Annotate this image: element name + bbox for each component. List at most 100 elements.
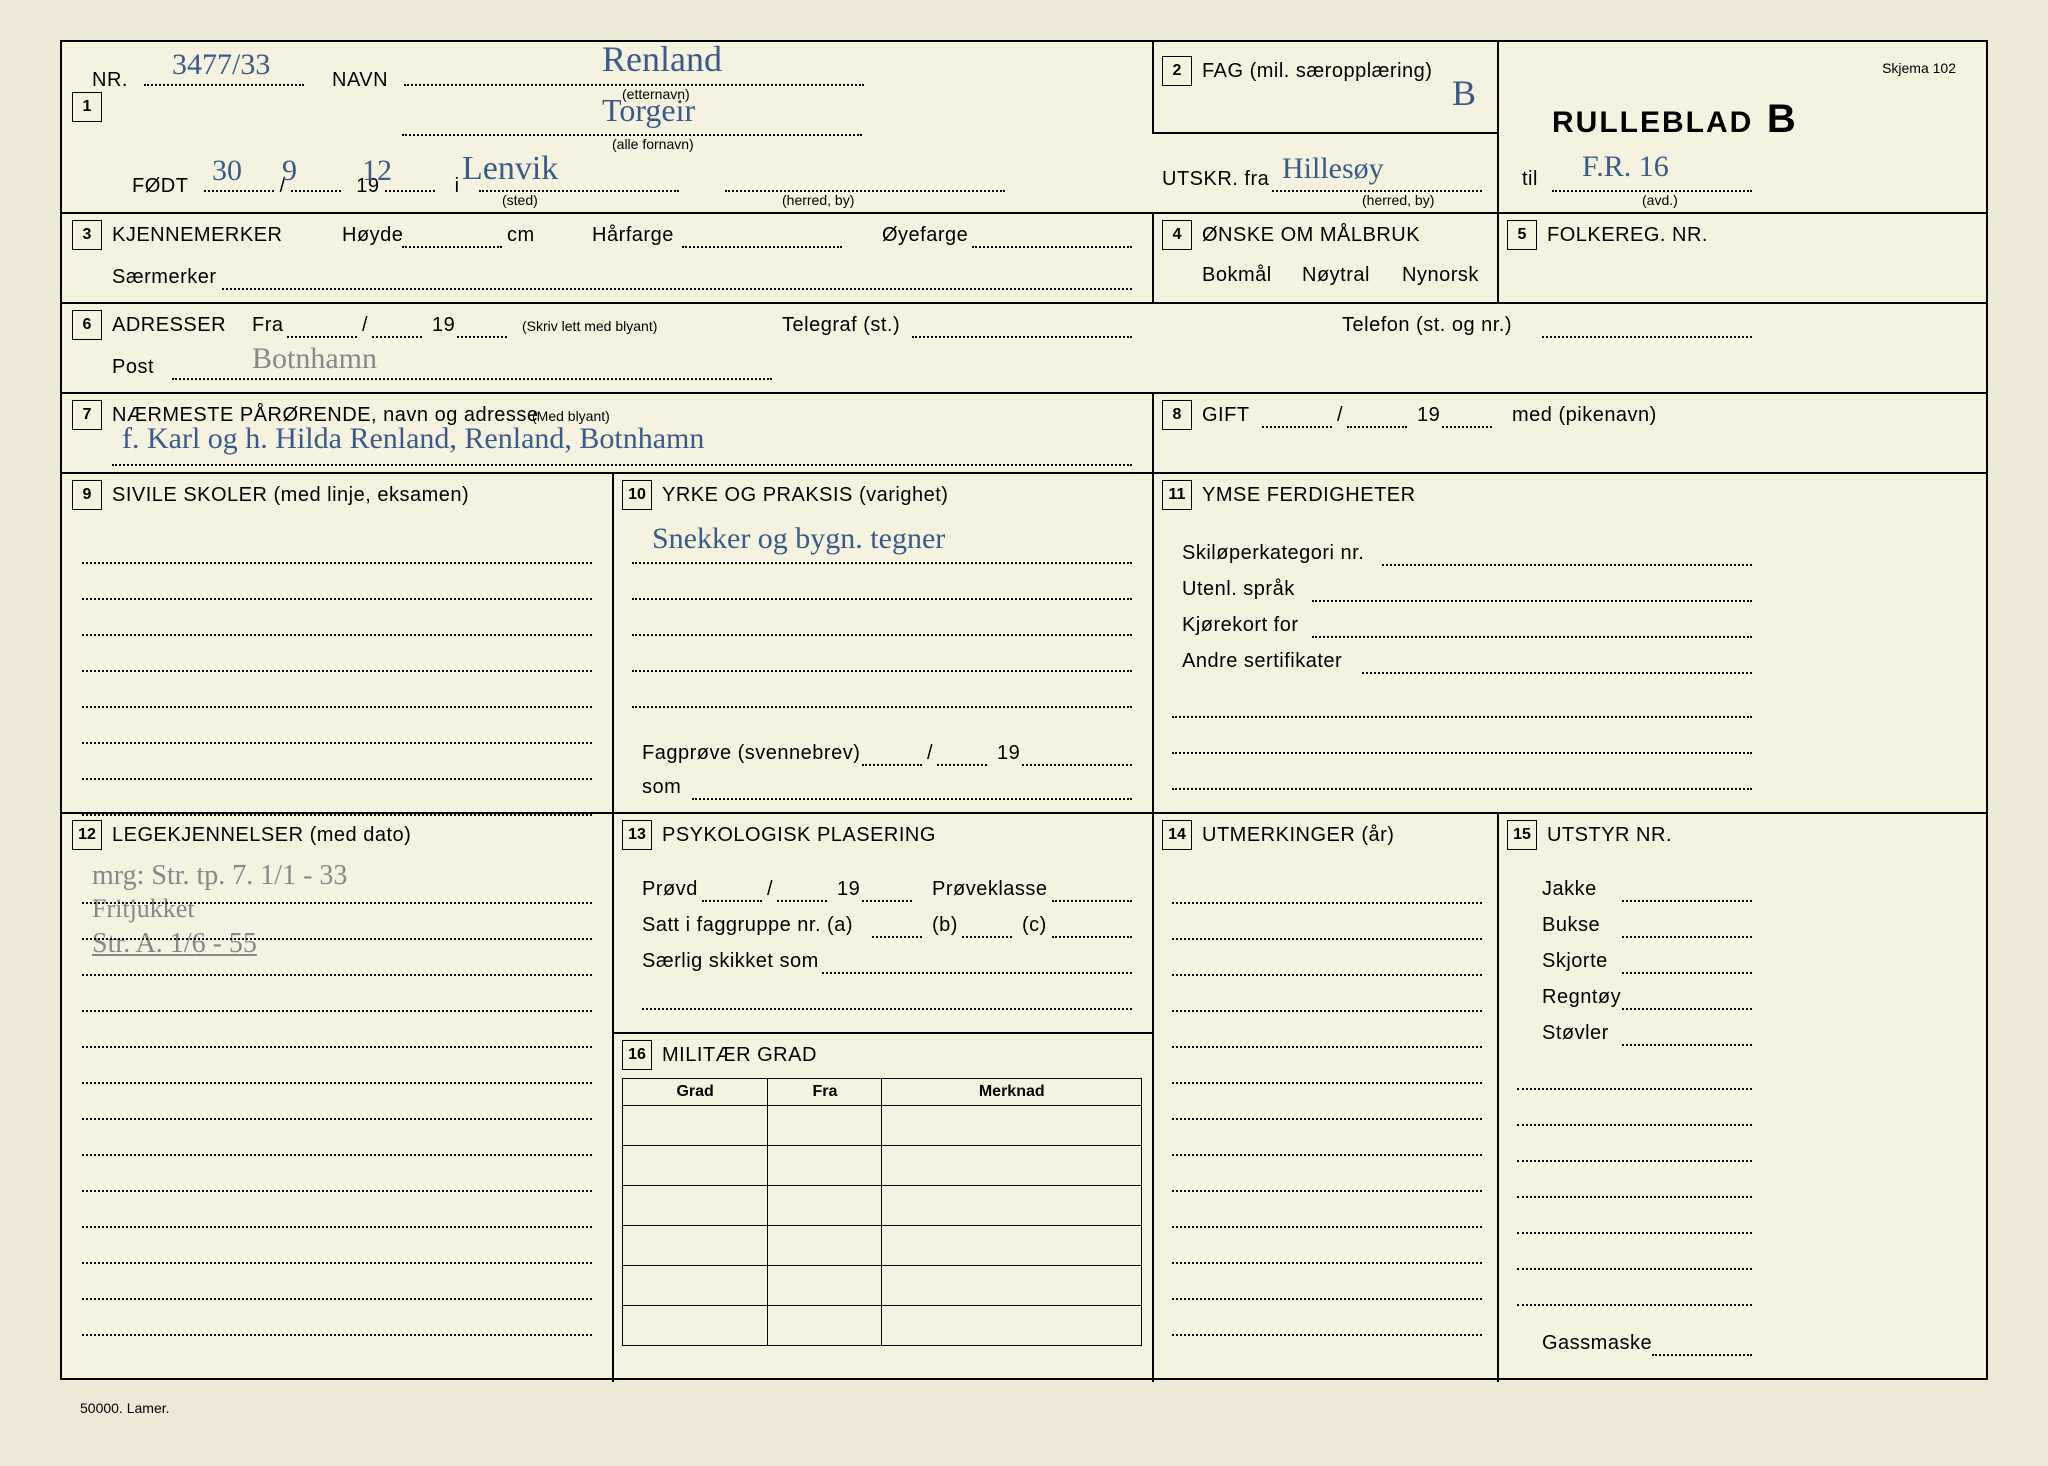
bukse-label: Bukse <box>1542 914 1600 937</box>
utskr-label: UTSKR. fra <box>1162 168 1269 191</box>
skikket-label: Særlig skikket som <box>642 950 819 973</box>
fodt-year: 12 <box>362 154 392 188</box>
til-hint: (avd.) <box>1642 192 1678 208</box>
telefon-label: Telefon (st. og nr.) <box>1342 314 1512 337</box>
sted-value: Lenvik <box>462 150 558 188</box>
telegraf-label: Telegraf (st.) <box>782 314 900 337</box>
folkereg-label: FOLKEREG. NR. <box>1547 224 1708 247</box>
grad-col-3: Merknad <box>882 1079 1142 1106</box>
ferdigheter-label: YMSE FERDIGHETER <box>1202 484 1416 507</box>
section-7-num: 7 <box>72 400 102 430</box>
utskr-hint: (herred, by) <box>1362 192 1434 208</box>
malbruk-label: ØNSKE OM MÅLBRUK <box>1202 224 1420 247</box>
section-1-num: 1 <box>72 92 102 122</box>
fag-value: B <box>1452 72 1476 114</box>
skjorte-label: Skjorte <box>1542 950 1608 973</box>
regntoy-label: Regntøy <box>1542 986 1621 1009</box>
section-15-lines <box>1517 1054 1752 1306</box>
utmerkinger-label: UTMERKINGER (år) <box>1202 824 1394 847</box>
section-14-lines <box>1172 868 1482 1336</box>
section-12-num: 12 <box>72 820 102 850</box>
section-6-num: 6 <box>72 310 102 340</box>
oyefarge-label: Øyefarge <box>882 224 968 247</box>
fagprove-label: Fagprøve (svennebrev) <box>642 742 860 765</box>
section-13-num: 13 <box>622 820 652 850</box>
kjennemerker-label: KJENNEMERKER <box>112 224 282 247</box>
cm-label: cm <box>507 224 535 247</box>
skoler-label: SIVILE SKOLER (med linje, eksamen) <box>112 484 469 507</box>
grad-table: Grad Fra Merknad <box>622 1078 1142 1346</box>
herred-hint: (herred, by) <box>782 192 854 208</box>
title-letter: B <box>1767 97 1798 141</box>
section-11-num: 11 <box>1162 480 1192 510</box>
title-text: RULLEBLAD <box>1552 106 1753 139</box>
harfarge-label: Hårfarge <box>592 224 674 247</box>
sted-hint: (sted) <box>502 192 538 208</box>
fodt-label: FØDT <box>132 175 188 197</box>
skjema-label: Skjema 102 <box>1882 60 1956 76</box>
sprak-label: Utenl. språk <box>1182 578 1295 601</box>
section-3-num: 3 <box>72 220 102 250</box>
etternavn-value: Renland <box>602 38 722 80</box>
post-label: Post <box>112 356 154 379</box>
lege-label: LEGEKJENNELSER (med dato) <box>112 824 411 847</box>
footer-text: 50000. Lamer. <box>80 1400 170 1416</box>
section-10-lines <box>632 528 1132 708</box>
klasse-label: Prøveklasse <box>932 878 1048 901</box>
bokmal: Bokmål <box>1202 264 1272 287</box>
utskr-value: Hillesøy <box>1282 152 1384 186</box>
navn-label: NAVN <box>332 69 388 91</box>
grad-col-1: Grad <box>623 1079 768 1106</box>
saermerker-label: Særmerker <box>112 266 217 289</box>
adresser-label: ADRESSER <box>112 314 226 337</box>
fornavn-hint: (alle fornavn) <box>612 136 694 152</box>
section-14-num: 14 <box>1162 820 1192 850</box>
ski-label: Skiløperkategori nr. <box>1182 542 1364 565</box>
stovler-label: Støvler <box>1542 1022 1609 1045</box>
jakke-label: Jakke <box>1542 878 1597 901</box>
rulleblad-card: NR. 3477/33 NAVN Renland (etternavn) 1 T… <box>60 40 1988 1380</box>
psyk-label: PSYKOLOGISK PLASERING <box>662 824 936 847</box>
grad-label: MILITÆR GRAD <box>662 1044 817 1067</box>
nr-value: 3477/33 <box>172 48 270 82</box>
noytral: Nøytral <box>1302 264 1370 287</box>
section-5-num: 5 <box>1507 220 1537 250</box>
section-12-lines <box>82 868 592 1336</box>
skriv-hint: (Skriv lett med blyant) <box>522 318 657 334</box>
fra-label: Fra <box>252 314 284 337</box>
som-label: som <box>642 776 681 799</box>
grad-col-2: Fra <box>768 1079 882 1106</box>
til-value: F.R. 16 <box>1582 150 1669 184</box>
navn-field: NAVN <box>332 62 864 92</box>
utstyr-label: UTSTYR NR. <box>1547 824 1672 847</box>
section-10-num: 10 <box>622 480 652 510</box>
fornavn-value: Torgeir <box>602 92 695 129</box>
section-16-num: 16 <box>622 1040 652 1070</box>
med-label: med (pikenavn) <box>1512 404 1657 427</box>
nr-label: NR. <box>92 69 128 91</box>
section-11-lines <box>1172 682 1752 790</box>
yrke-label: YRKE OG PRAKSIS (varighet) <box>662 484 948 507</box>
section-4-num: 4 <box>1162 220 1192 250</box>
korekort-label: Kjørekort for <box>1182 614 1299 637</box>
section-15-num: 15 <box>1507 820 1537 850</box>
nynorsk: Nynorsk <box>1402 264 1479 287</box>
hoyde-label: Høyde <box>342 224 403 247</box>
sert-label: Andre sertifikater <box>1182 650 1342 673</box>
section-8-num: 8 <box>1162 400 1192 430</box>
parorende-value: f. Karl og h. Hilda Renland, Renland, Bo… <box>122 422 704 456</box>
fag-label: FAG (mil. særopplæring) <box>1202 60 1432 83</box>
section-2-num: 2 <box>1162 56 1192 86</box>
fodt-month: 9 <box>282 154 297 188</box>
til-label: til <box>1522 168 1538 191</box>
fodt-day: 30 <box>212 154 242 188</box>
form-title: RULLEBLAD B <box>1552 97 1798 142</box>
section-9-num: 9 <box>72 480 102 510</box>
post-value: Botnhamn <box>252 342 377 376</box>
satt-label: Satt i faggruppe nr. (a) <box>642 914 853 937</box>
gassmaske-label: Gassmaske <box>1542 1332 1652 1355</box>
provd-label: Prøvd <box>642 878 698 901</box>
fodt-field: FØDT / 19 i <box>132 168 1005 198</box>
gift-label: GIFT <box>1202 404 1250 427</box>
section-9-lines <box>82 528 592 816</box>
